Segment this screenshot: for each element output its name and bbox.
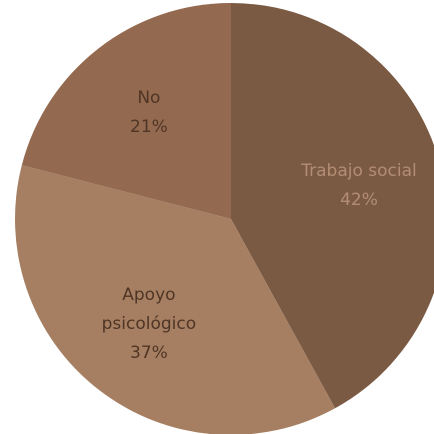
slice-label: Trabajo social 42%: [284, 157, 434, 215]
value-label: 37%: [130, 343, 168, 364]
category-label: No: [137, 88, 161, 109]
category-label: Trabajo social: [301, 160, 417, 181]
pie-slice: [231, 3, 434, 409]
pie-slice: [15, 165, 336, 434]
category-label: Apoyo psicológico: [101, 285, 197, 335]
slice-label: Apoyo psicológico 37%: [74, 281, 224, 368]
value-label: 21%: [130, 117, 168, 138]
pie-slice: [21, 3, 231, 219]
slice-label: No 21%: [74, 84, 224, 142]
value-label: 42%: [340, 189, 378, 210]
